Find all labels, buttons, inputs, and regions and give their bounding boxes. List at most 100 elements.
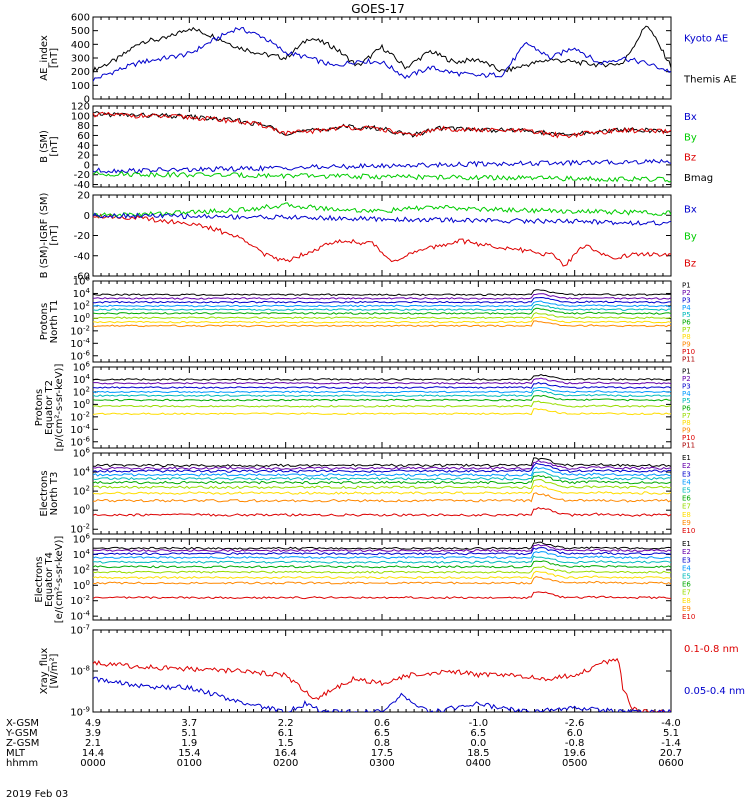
x-axis-value: 0300 (369, 758, 394, 769)
y-tick-label: 104 (73, 373, 91, 386)
y-axis-label: B (SM)-IGRF (SM) (39, 193, 50, 279)
channel-line-p1 (93, 289, 671, 297)
x-axis-value: -4.0 (661, 718, 681, 729)
x-axis-value: 6.0 (567, 728, 583, 739)
panel-frame (92, 629, 672, 713)
legend-item: E5 (682, 572, 691, 580)
legend-item: E10 (682, 613, 695, 621)
x-axis-value: 14.4 (82, 748, 104, 759)
series-group (93, 202, 671, 267)
y-tick-exponent: -4 (83, 610, 91, 618)
y-tick-label: -60 (74, 272, 90, 283)
y-tick-label: 100 (73, 504, 90, 517)
y-axis-label: North T3 (49, 472, 60, 516)
y-tick-label: 0 (84, 211, 90, 222)
y-tick-exponent: 2 (86, 563, 90, 571)
y-tick-label: 100 (73, 579, 90, 592)
channel-line-e3 (93, 462, 671, 473)
series-line-by (93, 202, 671, 218)
legend-item: P5 (682, 311, 691, 319)
channel-line-p5 (93, 389, 671, 398)
series-line-themis-ae (93, 25, 671, 73)
legend-item: P9 (682, 341, 691, 349)
y-tick-label: 60 (77, 131, 90, 142)
legend-item: P3 (682, 382, 691, 390)
panel-ae: 600 500 400 300 200 100 0 AE_index [nT] Kyoto AE T… (39, 13, 737, 106)
legend-item: Themis AE (683, 75, 737, 86)
channel-line-p5 (93, 303, 671, 311)
legend-item: P7 (682, 412, 691, 420)
series-group (93, 111, 671, 183)
channel-line-p2 (93, 377, 671, 385)
legend-item: P5 (682, 397, 691, 405)
y-axis-label: North T1 (49, 300, 60, 344)
legend-item: Kyoto AE (684, 34, 728, 45)
legend-item: P2 (682, 289, 691, 297)
x-axis-value: 16.4 (275, 748, 297, 759)
legend-item: E9 (682, 605, 691, 613)
y-tick-exponent: -2 (83, 324, 90, 332)
y-tick-label: 100 (71, 111, 90, 122)
x-axis-value: 19.6 (564, 748, 586, 759)
y-tick-label: 400 (71, 40, 90, 51)
y-tick-label: 10-2 (70, 594, 90, 607)
series-group (93, 541, 671, 600)
channel-line-e10 (93, 591, 671, 600)
y-tick-label: 500 (71, 26, 90, 37)
x-axis-value: 20.7 (660, 748, 682, 759)
y-tick-label: 10-4 (70, 423, 90, 436)
series-line-bz (93, 213, 671, 267)
legend-item: P11 (682, 355, 695, 363)
panel-frame (92, 16, 672, 100)
y-tick-exponent: 6 (86, 361, 91, 369)
series-group (93, 25, 671, 82)
channel-line-p7 (93, 400, 671, 408)
x-axis-value: -1.4 (661, 738, 681, 749)
x-axis-value: 0400 (466, 758, 491, 769)
y-tick-exponent: 4 (86, 287, 91, 295)
x-axis-value: 6.5 (470, 728, 486, 739)
y-tick-label: 102 (73, 485, 90, 498)
x-axis-value: 1.9 (181, 738, 197, 749)
x-axis-value: 5.1 (181, 728, 197, 739)
panel-e2: 106 104 102 100 10-2 10-4 Electrons Equator T4[… (34, 533, 695, 624)
series-line-bz (93, 111, 671, 139)
legend-item: P7 (682, 326, 691, 334)
series-line-bx (93, 212, 671, 226)
legend-item: By (684, 232, 697, 243)
x-axis-table: X-GSM 4.9 3.7 2.2 0.6 -1.0 -2.6 -4.0 Y-GSM 3.9 5.1… (5, 718, 684, 769)
channel-line-e5 (93, 471, 671, 481)
legend-item: E4 (682, 564, 691, 572)
legend-item: E4 (682, 478, 691, 486)
y-tick-label: 10-2 (70, 324, 90, 337)
channel-line-e6 (93, 560, 671, 569)
legend-item: E7 (682, 503, 691, 511)
legend-item: P6 (682, 405, 691, 413)
y-tick-label: -40 (74, 180, 90, 191)
y-axis-label: AE_index (39, 35, 50, 81)
legend-item: E6 (682, 495, 691, 503)
y-tick-exponent: -8 (83, 665, 90, 673)
channel-line-p4 (93, 387, 671, 394)
y-tick-exponent: 6 (86, 275, 91, 283)
legend-item: P8 (682, 333, 691, 341)
channel-line-p3 (93, 381, 671, 389)
y-tick-exponent: -9 (83, 706, 90, 714)
y-tick-label: 10-2 (70, 410, 90, 423)
panel-frame (92, 194, 672, 277)
channel-line-p6 (93, 394, 671, 402)
y-tick-exponent: 4 (86, 373, 91, 381)
x-axis-value: 2.2 (278, 718, 294, 729)
legend-item: By (684, 132, 697, 143)
legend-item: P9 (682, 427, 691, 435)
legend-item: E7 (682, 589, 691, 597)
y-tick-label: 104 (73, 548, 91, 561)
channel-line-p1 (93, 374, 671, 381)
legend-item: P4 (682, 304, 691, 312)
legend-item: Bz (684, 259, 696, 270)
x-axis-value: 0500 (562, 758, 587, 769)
y-tick-label: 300 (71, 54, 90, 65)
channel-line-e5 (93, 555, 671, 564)
legend-item: 0.05-0.4 nm (684, 686, 745, 697)
